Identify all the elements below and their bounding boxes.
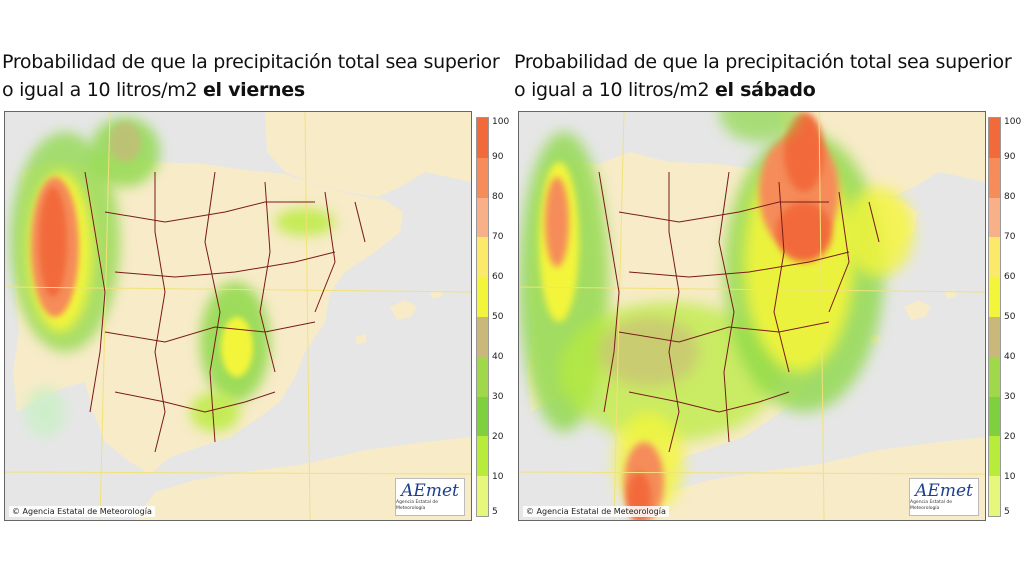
legend-swatch <box>989 277 1000 317</box>
province-borders <box>598 171 880 453</box>
legend-swatch <box>989 118 1000 158</box>
legend-label: 100 <box>492 117 510 127</box>
legend-label: 40 <box>492 352 504 362</box>
legend-label: 70 <box>492 232 504 242</box>
legend-swatch <box>477 118 488 158</box>
legend-swatch <box>477 197 488 238</box>
friday-map-svg <box>5 112 471 520</box>
africa-land <box>135 437 471 520</box>
legend-label: 20 <box>1004 432 1016 442</box>
france-land <box>265 112 471 197</box>
graticule <box>5 112 471 520</box>
legend-swatch <box>477 476 488 516</box>
graticule <box>519 112 985 520</box>
legend-swatch <box>477 277 488 317</box>
mallorca-land <box>904 300 931 320</box>
legend-label: 40 <box>1004 352 1016 362</box>
legend-swatch <box>989 356 1000 397</box>
legend-swatch <box>477 316 488 357</box>
legend-swatch <box>477 157 488 198</box>
legend-color-bar <box>476 117 489 517</box>
legend-swatch <box>989 396 1000 437</box>
menorca-land <box>944 290 957 299</box>
legend-label: 60 <box>492 272 504 282</box>
province-borders <box>84 171 366 453</box>
ibiza-land <box>355 334 367 344</box>
africa-land <box>649 437 985 520</box>
legend-label: 80 <box>1004 192 1016 202</box>
legend-label: 90 <box>1004 152 1016 162</box>
legend-label: 50 <box>1004 312 1016 322</box>
legend-label: 60 <box>1004 272 1016 282</box>
legend-label: 20 <box>492 432 504 442</box>
friday-map: © Agencia Estatal de Meteorología AEmet … <box>4 111 472 521</box>
legend-color-bar <box>988 117 1001 517</box>
saturday-credit: © Agencia Estatal de Meteorología <box>523 506 669 517</box>
menorca-land <box>430 290 443 299</box>
legend-swatch <box>477 237 488 278</box>
legend-swatch <box>989 157 1000 198</box>
mallorca-land <box>390 300 417 320</box>
saturday-legend: 100 90 80 70 60 50 40 30 20 10 5 <box>988 117 1021 517</box>
aemet-logo: AEmet Agencia Estatal de Meteorología <box>909 478 979 516</box>
friday-credit: © Agencia Estatal de Meteorología <box>9 506 155 517</box>
probability-field <box>519 112 914 520</box>
legend-swatch <box>989 476 1000 516</box>
legend-label: 5 <box>1004 507 1010 517</box>
legend-label: 10 <box>492 472 504 482</box>
legend-label: 80 <box>492 192 504 202</box>
legend-swatch <box>989 197 1000 238</box>
legend-swatch <box>477 436 488 477</box>
legend-label: 5 <box>492 507 498 517</box>
saturday-title: Probabilidad de que la precipitación tot… <box>514 51 1012 101</box>
legend-swatch <box>477 396 488 437</box>
probability-field <box>10 117 335 437</box>
legend-label: 30 <box>492 392 504 402</box>
legend-label: 10 <box>1004 472 1016 482</box>
legend-label: 90 <box>492 152 504 162</box>
friday-legend: 100 90 80 70 60 50 40 30 20 10 5 <box>476 117 509 517</box>
aemet-logo: AEmet Agencia Estatal de Meteorología <box>395 478 465 516</box>
friday-title: Probabilidad de que la precipitación tot… <box>2 51 500 101</box>
saturday-map: © Agencia Estatal de Meteorología AEmet … <box>518 111 986 521</box>
saturday-panel: Probabilidad de que la precipitación tot… <box>512 0 1024 576</box>
legend-label: 100 <box>1004 117 1022 127</box>
legend-label: 30 <box>1004 392 1016 402</box>
legend-swatch <box>477 356 488 397</box>
legend-swatch <box>989 436 1000 477</box>
saturday-map-svg <box>519 112 985 520</box>
legend-label: 70 <box>1004 232 1016 242</box>
legend-label: 50 <box>492 312 504 322</box>
friday-panel: Probabilidad de que la precipitación tot… <box>2 51 509 521</box>
legend-swatch <box>989 316 1000 357</box>
legend-swatch <box>989 237 1000 278</box>
